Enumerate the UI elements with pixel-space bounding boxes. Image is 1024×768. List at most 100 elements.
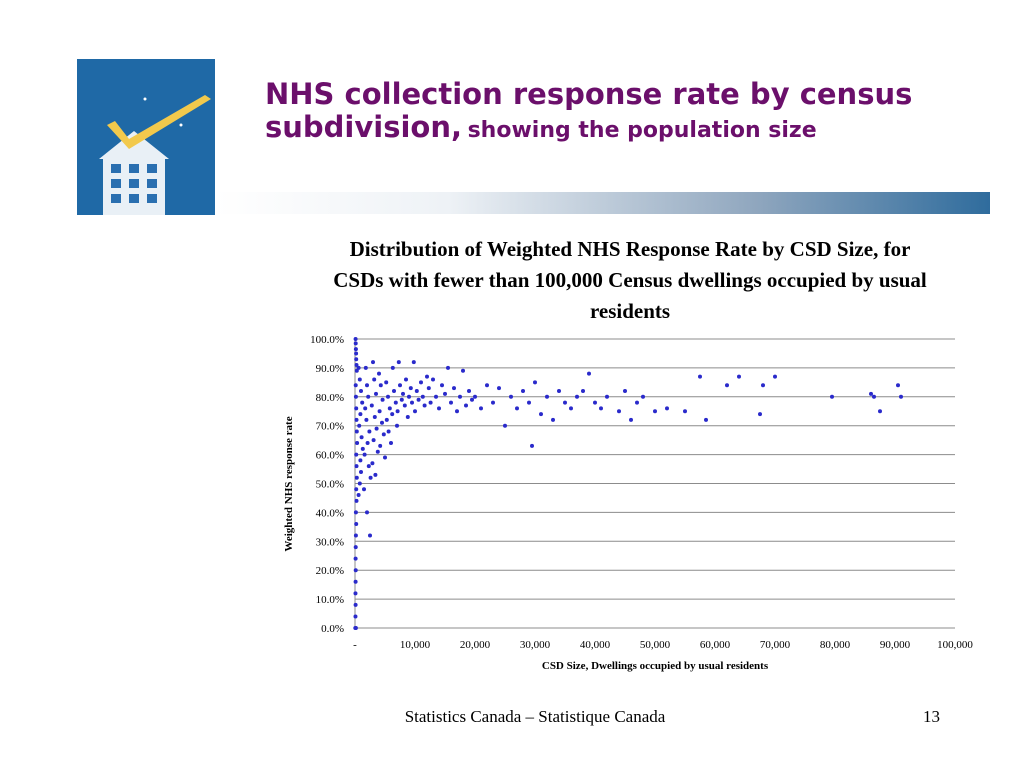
data-point xyxy=(698,374,702,379)
data-point xyxy=(354,475,359,480)
data-point xyxy=(353,568,358,573)
data-point xyxy=(443,391,447,396)
data-point xyxy=(485,383,489,388)
data-point xyxy=(416,397,421,402)
data-point xyxy=(377,409,382,414)
data-point xyxy=(869,391,873,396)
x-tick-label: 90,000 xyxy=(880,639,911,651)
y-tick-label: 80.0% xyxy=(316,392,344,404)
data-point xyxy=(362,487,366,492)
footer-text: Statistics Canada – Statistique Canada xyxy=(404,707,666,726)
data-point xyxy=(408,386,413,391)
data-point xyxy=(617,409,621,414)
y-axis-label: Weighted NHS response rate xyxy=(283,416,295,551)
data-point xyxy=(360,446,365,451)
data-point xyxy=(635,400,639,405)
data-point xyxy=(665,406,669,411)
data-point xyxy=(395,409,400,414)
data-point xyxy=(381,432,386,437)
data-point xyxy=(563,400,567,405)
data-point xyxy=(605,394,609,399)
y-tick-label: 60.0% xyxy=(316,450,344,462)
data-point xyxy=(683,409,687,414)
data-point xyxy=(515,406,519,411)
data-point xyxy=(368,475,373,480)
data-point xyxy=(390,412,395,417)
data-point xyxy=(363,406,368,411)
data-point xyxy=(420,394,425,399)
x-tick-label: 100,000 xyxy=(937,639,973,651)
data-point xyxy=(629,417,633,422)
data-point xyxy=(623,389,627,394)
x-tick-label: 80,000 xyxy=(820,639,851,651)
data-point xyxy=(353,510,358,515)
data-point xyxy=(470,397,474,402)
data-point xyxy=(725,383,729,388)
data-point xyxy=(357,481,362,486)
data-point xyxy=(551,417,555,422)
data-point xyxy=(491,400,495,405)
data-point xyxy=(545,394,549,399)
data-point xyxy=(425,374,429,379)
data-point xyxy=(354,351,359,356)
data-point xyxy=(372,377,377,382)
data-point xyxy=(878,409,882,414)
data-point xyxy=(455,409,459,414)
data-point xyxy=(899,394,903,399)
data-point xyxy=(386,429,391,434)
data-point xyxy=(497,386,501,391)
data-point xyxy=(366,464,371,469)
data-point xyxy=(373,472,378,477)
data-point xyxy=(704,417,708,422)
data-point xyxy=(378,443,383,448)
data-point xyxy=(773,374,777,379)
data-point xyxy=(437,406,441,411)
data-point xyxy=(353,341,358,346)
data-point xyxy=(377,371,381,376)
logo xyxy=(77,59,215,215)
data-point xyxy=(375,449,380,454)
data-point xyxy=(371,360,375,365)
data-point xyxy=(428,400,433,405)
data-point xyxy=(360,400,365,405)
data-point xyxy=(365,383,369,388)
y-tick-labels: 0.0% 10.0% 20.0% 30.0% 40.0% 50.0% 60.0% 70.0% 8… xyxy=(310,334,344,635)
data-point xyxy=(366,394,371,399)
data-point xyxy=(503,423,507,428)
data-point xyxy=(449,400,453,405)
x-axis-label: CSD Size, Dwellings occupied by usual re… xyxy=(542,660,769,672)
data-point xyxy=(426,386,431,391)
data-point xyxy=(354,487,359,492)
y-tick-label: 50.0% xyxy=(316,479,344,491)
data-point xyxy=(653,409,657,414)
data-point xyxy=(353,626,358,630)
data-point xyxy=(464,403,468,408)
data-point xyxy=(393,400,398,405)
data-point xyxy=(431,377,435,382)
x-tick-labels: - 10,000 20,000 30,000 40,000 50,000 60,000 70,… xyxy=(353,639,973,651)
data-point xyxy=(587,371,591,376)
data-point xyxy=(353,533,358,538)
data-point xyxy=(354,452,359,457)
data-point xyxy=(473,394,477,399)
data-point xyxy=(390,365,395,370)
data-point xyxy=(830,394,834,399)
data-point xyxy=(392,389,396,394)
data-points xyxy=(353,337,903,630)
slide-title-main: NHS collection response rate by census s… xyxy=(265,77,913,145)
data-point xyxy=(593,400,597,405)
y-tick-label: 90.0% xyxy=(316,363,344,375)
data-point xyxy=(509,394,513,399)
data-point xyxy=(353,337,358,341)
data-point xyxy=(402,403,407,408)
data-point xyxy=(353,591,358,596)
data-point xyxy=(353,394,358,399)
data-point xyxy=(354,498,359,503)
data-point xyxy=(374,426,379,431)
header-gradient-bar xyxy=(215,192,990,214)
data-point xyxy=(737,374,741,379)
x-tick-label: 10,000 xyxy=(400,639,431,651)
data-point xyxy=(440,383,444,388)
data-point xyxy=(358,412,363,417)
